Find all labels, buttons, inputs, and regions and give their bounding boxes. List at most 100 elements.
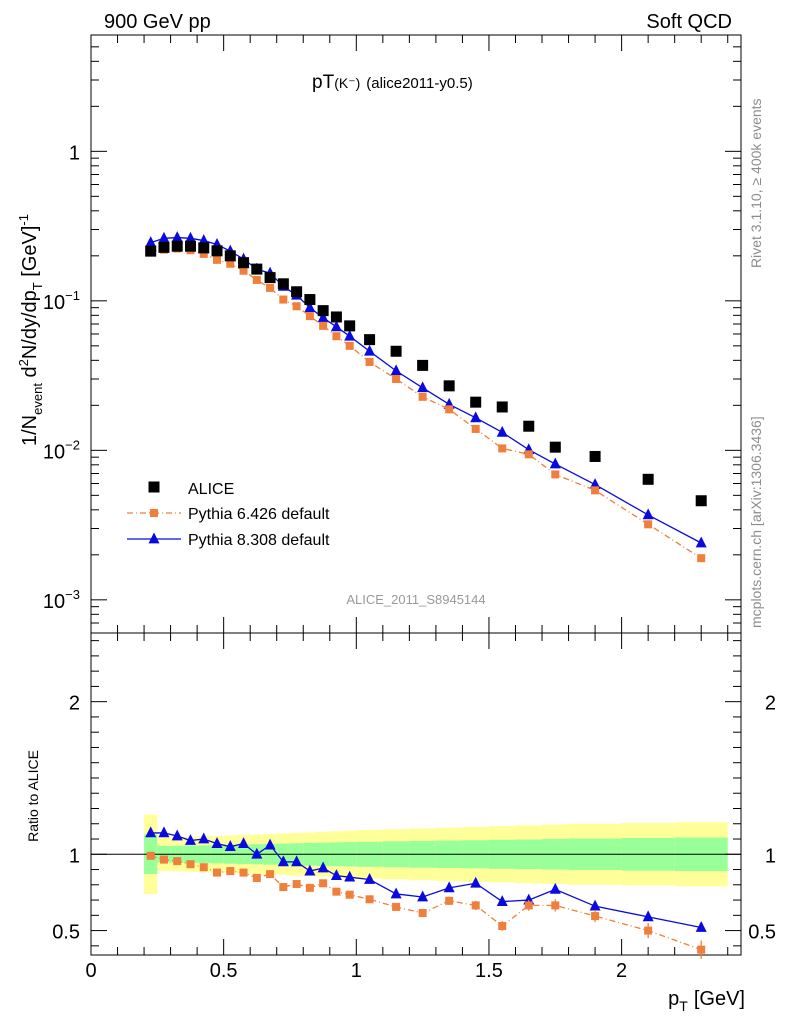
plot-title-tag: (alice2011-y0.5)	[366, 75, 472, 92]
alice-point	[549, 441, 561, 453]
plot-title-main: pT	[312, 72, 335, 93]
pythia8-point	[171, 231, 183, 242]
ratio-panel-frame	[90, 632, 742, 956]
header-right-text: Soft QCD	[646, 11, 732, 33]
alice-point	[317, 305, 329, 317]
series-alice	[145, 240, 707, 507]
header-left-text: 900 GeV pp	[104, 11, 211, 33]
y-tick-label: 10−3	[43, 587, 80, 613]
pythia8-point	[549, 457, 561, 469]
y-tick-label: 1	[69, 142, 80, 164]
y-tick-label: 10−2	[43, 437, 80, 463]
pythia8-point	[145, 236, 157, 248]
ratio-pythia6-point	[445, 896, 454, 905]
alice-point	[390, 345, 402, 357]
pythia6-point	[551, 470, 560, 479]
x-tick-label: 2	[616, 960, 627, 982]
ratio-pythia6-point	[173, 857, 182, 866]
ratio-pythia6-point	[345, 890, 354, 899]
legend-alice-marker	[148, 481, 160, 493]
x-tick-label: 1	[351, 960, 362, 982]
pythia8-point	[158, 231, 170, 243]
y-tick-label: 10−1	[43, 288, 80, 314]
ratio-pythia8-point	[264, 838, 276, 850]
mcplots-reference-text: mcplots.cern.ch [arXiv:1306.3436]	[748, 416, 764, 628]
ratio-pythia8-point	[277, 855, 289, 867]
pythia6-point	[292, 302, 301, 311]
ratio-pythia8-point	[642, 910, 654, 922]
ratio-pythia8-point	[198, 832, 210, 844]
pythia8-point	[390, 364, 402, 376]
pythia8-point	[496, 425, 508, 437]
pythia8-point	[198, 234, 210, 245]
ylabel-sup-minus1: -1	[16, 214, 31, 226]
pythia8-point	[344, 329, 356, 341]
pythia6-point	[498, 444, 507, 453]
ratio-pythia8-point	[364, 872, 376, 884]
alice-point	[158, 241, 170, 253]
alice-point	[171, 240, 183, 252]
ratio-pythia6-point	[498, 922, 507, 931]
y-tick-label-exp: −3	[65, 587, 80, 602]
x-axis: 0 0.5 1 1.5 2	[85, 35, 729, 982]
alice-point	[589, 450, 601, 462]
x-tick-label: 0.5	[210, 960, 238, 982]
ratio-pythia6-point	[279, 883, 288, 892]
x-tick-label: 1.5	[475, 960, 503, 982]
pythia8-point	[364, 344, 376, 356]
pythia6-point	[591, 486, 600, 495]
ylabel-part-a: 1/N	[19, 415, 41, 446]
pythia6-point	[365, 357, 374, 366]
alice-point	[496, 401, 508, 413]
alice-point	[642, 473, 654, 485]
ratio-y-tick-label-right: 1	[765, 845, 776, 867]
plot-title: pT(K⁻) (alice2011-y0.5)	[312, 72, 473, 93]
ratio-pythia6-point	[697, 945, 706, 954]
ratio-pythia8-point	[238, 837, 250, 848]
ratio-pythia8-point	[443, 881, 455, 893]
pythia8-point	[417, 381, 429, 393]
y-tick-label-exp: −2	[65, 437, 80, 452]
legend-pythia8-marker	[148, 532, 160, 544]
ratio-pythia6-point	[305, 883, 314, 892]
pythia6-point	[239, 266, 248, 275]
pythia6-point	[392, 375, 401, 384]
ratio-y-tick-label-left: 2	[69, 693, 80, 715]
pythia6-point	[697, 554, 706, 563]
pythia6-point	[644, 520, 653, 529]
ratio-pythia6-point	[239, 868, 248, 877]
ratio-pythia8-point	[390, 887, 402, 899]
pythia6-point	[252, 275, 261, 284]
ratio-pythia8-point	[470, 876, 482, 888]
alice-point	[251, 263, 263, 275]
ratio-pythia8-point	[291, 855, 303, 867]
ratio-pythia6-point	[418, 909, 427, 918]
ratio-pythia8-point	[344, 870, 356, 882]
legend-pythia8-label: Pythia 8.308 default	[188, 532, 330, 549]
pythia6-line	[150, 247, 702, 559]
analysis-watermark: ALICE_2011_S8945144	[346, 592, 485, 607]
alice-point	[330, 311, 342, 323]
ratio-pythia8-point	[417, 890, 429, 902]
ratio-series-pythia6	[146, 851, 706, 959]
pythia6-point	[418, 392, 427, 401]
pythia6-point	[319, 321, 328, 330]
ratio-y-tick-label-right: 0.5	[748, 922, 776, 944]
xlabel-unit: [GeV]	[694, 988, 745, 1010]
ylabel-part-d: [GeV]	[19, 226, 41, 283]
xlabel-main: p	[668, 988, 679, 1010]
ratio-pythia6-point	[252, 873, 261, 882]
alice-point	[523, 420, 535, 432]
alice-point	[364, 334, 376, 346]
pythia6-point	[445, 405, 454, 414]
ratio-pythia8-point	[184, 834, 196, 845]
ratio-y-axis: 2 2 1 1 0.5 0.5	[52, 640, 776, 947]
pythia8-point	[589, 478, 601, 489]
alice-point	[304, 294, 316, 306]
pythia8-point	[184, 231, 196, 243]
ratio-pythia8-point	[695, 921, 707, 932]
ratio-pythia8-point	[317, 861, 329, 873]
ratio-ylabel: Ratio to ALICE	[25, 750, 41, 842]
ylabel-part-c: N/dy/dp	[19, 290, 41, 359]
